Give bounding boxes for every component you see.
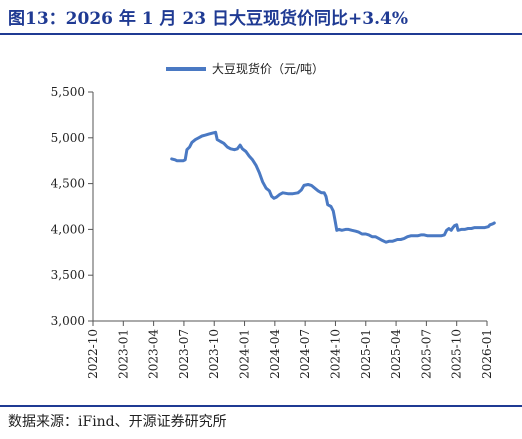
plot-area: [170, 130, 496, 244]
y-tick-label: 3,000: [51, 314, 85, 328]
figure-title: 图13：2026 年 1 月 23 日大豆现货价同比+3.4%: [8, 9, 409, 29]
y-axis-ticks: 3,000 3,500 4,000 4,500 5,000 5,500: [51, 85, 93, 328]
x-tick-label: 2023-01: [116, 329, 130, 379]
x-tick-label: 2024-07: [298, 329, 312, 379]
top-rule: [0, 33, 522, 35]
x-tick-label: 2023-07: [177, 329, 191, 379]
legend-label: 大豆现货价（元/吨）: [212, 61, 324, 76]
x-tick-label: 2024-10: [328, 329, 342, 379]
x-tick-label: 2025-04: [389, 329, 403, 379]
y-tick-label: 4,000: [51, 222, 85, 236]
x-tick-label: 2022-10: [86, 329, 100, 379]
y-tick-label: 5,000: [51, 131, 85, 145]
bottom-rule: [0, 405, 522, 407]
series-line: [170, 130, 496, 244]
x-tick-label: 2026-01: [480, 329, 494, 379]
x-tick-label: 2024-01: [238, 329, 252, 379]
x-axis-ticks: 2022-10 2023-01 2023-04 2023-07 2023-10 2024-…: [86, 321, 494, 379]
x-tick-label: 2023-04: [147, 329, 161, 379]
y-tick-label: 3,500: [51, 268, 85, 282]
y-tick-label: 4,500: [51, 177, 85, 191]
x-tick-label: 2025-01: [359, 329, 373, 379]
chart-legend: 大豆现货价（元/吨）: [166, 61, 324, 76]
chart-axes: [92, 92, 487, 322]
y-tick-label: 5,500: [51, 85, 85, 99]
x-tick-label: 2025-10: [450, 329, 464, 379]
x-tick-label: 2023-10: [207, 329, 221, 379]
x-tick-label: 2024-04: [268, 329, 282, 379]
chart: 大豆现货价（元/吨） 3,000 3,500 4,000 4,500 5,000 5,50…: [51, 61, 496, 379]
x-tick-label: 2025-07: [419, 329, 433, 379]
data-source-note: 数据来源：iFind、开源证券研究所: [8, 414, 227, 430]
